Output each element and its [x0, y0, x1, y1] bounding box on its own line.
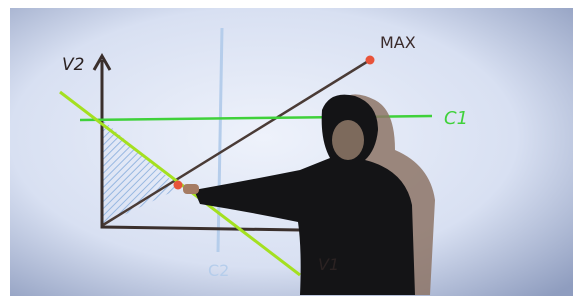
c1-label: C1 — [444, 108, 468, 129]
c2-label: C2 — [208, 261, 229, 280]
board — [10, 8, 573, 296]
page-body: {"labels":{"y_axis":"V2","max":"MAX","c1… — [0, 0, 583, 302]
face — [332, 120, 364, 160]
photo: V2 MAX C1 C2 V1 — [0, 0, 583, 302]
x-axis-label: V1 — [318, 255, 339, 274]
hand — [183, 184, 199, 194]
y-axis-label: V2 — [62, 55, 84, 75]
optimum-point — [174, 181, 183, 190]
max-label: MAX — [380, 33, 416, 52]
max-point — [366, 56, 375, 65]
page: Lightboard html,body{margin:0;padding:0;… — [0, 0, 583, 302]
